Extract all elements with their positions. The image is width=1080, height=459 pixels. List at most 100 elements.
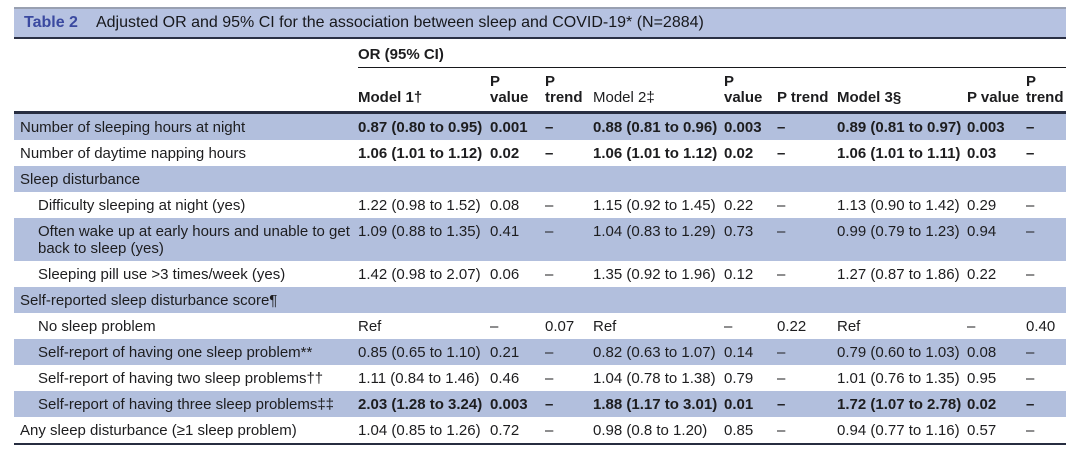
value-cell: 0.88 (0.81 to 0.96) <box>593 119 718 136</box>
value-cell: 0.22 <box>777 318 807 335</box>
value-cell: 1.06 (1.01 to 1.12) <box>593 145 718 162</box>
row-label: No sleep problem <box>38 318 156 335</box>
value-cell: – <box>777 370 786 387</box>
value-cell: 0.40 <box>1026 318 1056 335</box>
column-header: P trend <box>1026 67 1066 114</box>
value-cell: – <box>777 266 786 283</box>
column-header: P value <box>490 67 545 114</box>
value-cell: 0.08 <box>490 197 520 214</box>
column-header-row: Model 1† P value P trend Model 2‡ P value P t… <box>14 67 1066 114</box>
value-cell: 1.04 (0.83 to 1.29) <box>593 223 716 240</box>
empty-header-cell <box>14 67 358 114</box>
value-cell: 0.01 <box>724 396 754 413</box>
value-cell: – <box>1026 119 1035 136</box>
value-cell: 0.21 <box>490 344 520 361</box>
empty-header-cell <box>14 39 358 68</box>
value-cell: 1.72 (1.07 to 2.78) <box>837 396 962 413</box>
value-cell: – <box>545 396 554 413</box>
row-label: Number of sleeping hours at night <box>20 119 246 136</box>
value-cell: 1.04 (0.85 to 1.26) <box>358 417 490 445</box>
row-label: Self-report of having one sleep problem*… <box>38 344 313 361</box>
column-header: Model 1† <box>358 67 490 114</box>
value-cell: 0.46 <box>490 370 520 387</box>
value-cell: 0.07 <box>545 318 575 335</box>
value-cell: 0.03 <box>967 145 997 162</box>
value-cell: – <box>1026 197 1035 214</box>
column-header: P trend <box>777 67 837 114</box>
table-row: Self-report of having two sleep problems… <box>14 365 1066 391</box>
value-cell: 0.003 <box>724 119 762 136</box>
row-label: Often wake up at early hours and unable … <box>38 223 350 257</box>
value-cell: Ref <box>358 318 382 335</box>
row-label: Sleeping pill use >3 times/week (yes) <box>38 266 286 283</box>
table-title-bar: Table 2 Adjusted OR and 95% CI for the as… <box>14 9 1066 39</box>
value-cell: – <box>777 145 786 162</box>
row-label: Any sleep disturbance (≥1 sleep problem) <box>14 417 358 445</box>
value-cell: 0.22 <box>967 266 997 283</box>
row-label: Self-reported sleep disturbance score¶ <box>20 292 278 309</box>
column-header: P value <box>967 67 1026 114</box>
value-cell: 2.03 (1.28 to 3.24) <box>358 396 483 413</box>
value-cell: 1.88 (1.17 to 3.01) <box>593 396 718 413</box>
row-label: Difficulty sleeping at night (yes) <box>38 197 246 214</box>
table-row: Any sleep disturbance (≥1 sleep problem)… <box>14 417 1066 445</box>
group-header-row: OR (95% CI) <box>14 39 1066 68</box>
value-cell: – <box>967 318 976 335</box>
value-cell: 1.22 (0.98 to 1.52) <box>358 197 481 214</box>
value-cell: – <box>777 344 786 361</box>
column-header: P value <box>724 67 777 114</box>
value-cell: 0.12 <box>724 266 754 283</box>
value-cell: – <box>1026 223 1035 240</box>
section-row: Sleep disturbance <box>14 166 1066 192</box>
value-cell: – <box>545 417 593 445</box>
value-cell: – <box>1026 266 1035 283</box>
value-cell: 0.82 (0.63 to 1.07) <box>593 344 716 361</box>
column-header: P trend <box>545 67 593 114</box>
value-cell: 0.001 <box>490 119 528 136</box>
value-cell: 0.22 <box>724 197 754 214</box>
value-cell: – <box>777 223 786 240</box>
value-cell: – <box>545 223 554 240</box>
table-row: Number of daytime napping hours 1.06 (1.0… <box>14 140 1066 166</box>
value-cell: 0.85 (0.65 to 1.10) <box>358 344 481 361</box>
value-cell: 0.94 <box>967 223 997 240</box>
table-row: No sleep problem Ref – 0.07 Ref – 0.22 Ref – 0.40 <box>14 313 1066 339</box>
value-cell: 0.41 <box>490 223 520 240</box>
table-number: Table 2 <box>24 14 78 31</box>
table-row: Self-report of having three sleep proble… <box>14 391 1066 417</box>
value-cell: 1.42 (0.98 to 2.07) <box>358 266 481 283</box>
table-row: Difficulty sleeping at night (yes) 1.22 (… <box>14 192 1066 218</box>
value-cell: 0.73 <box>724 223 754 240</box>
value-cell: 0.14 <box>724 344 754 361</box>
value-cell: – <box>777 417 837 445</box>
value-cell: 0.79 <box>724 370 754 387</box>
value-cell: 0.02 <box>490 145 520 162</box>
value-cell: – <box>1026 145 1035 162</box>
value-cell: 1.01 (0.76 to 1.35) <box>837 370 960 387</box>
value-cell: – <box>545 370 554 387</box>
table-figure: Table 2 Adjusted OR and 95% CI for the as… <box>14 7 1066 445</box>
value-cell: 0.57 <box>967 417 1026 445</box>
value-cell: 1.09 (0.88 to 1.35) <box>358 223 481 240</box>
value-cell: 0.72 <box>490 417 545 445</box>
value-cell: 0.06 <box>490 266 520 283</box>
value-cell: 1.04 (0.78 to 1.38) <box>593 370 716 387</box>
row-label: Sleep disturbance <box>20 171 141 188</box>
value-cell: 0.08 <box>967 344 997 361</box>
value-cell: 0.003 <box>967 119 1005 136</box>
value-cell: 1.06 (1.01 to 1.12) <box>358 145 483 162</box>
row-label: Self-report of having three sleep proble… <box>38 396 335 413</box>
column-header: Model 3§ <box>837 67 967 114</box>
value-cell: 1.06 (1.01 to 1.11) <box>837 145 961 162</box>
value-cell: 1.35 (0.92 to 1.96) <box>593 266 716 283</box>
value-cell: – <box>724 318 733 335</box>
value-cell: 0.79 (0.60 to 1.03) <box>837 344 960 361</box>
value-cell: – <box>1026 370 1035 387</box>
value-cell: 0.02 <box>967 396 997 413</box>
column-header: Model 2‡ <box>593 67 724 114</box>
value-cell: 1.27 (0.87 to 1.86) <box>837 266 960 283</box>
value-cell: 1.15 (0.92 to 1.45) <box>593 197 716 214</box>
value-cell: Ref <box>593 318 617 335</box>
value-cell: 1.11 (0.84 to 1.46) <box>358 370 480 387</box>
